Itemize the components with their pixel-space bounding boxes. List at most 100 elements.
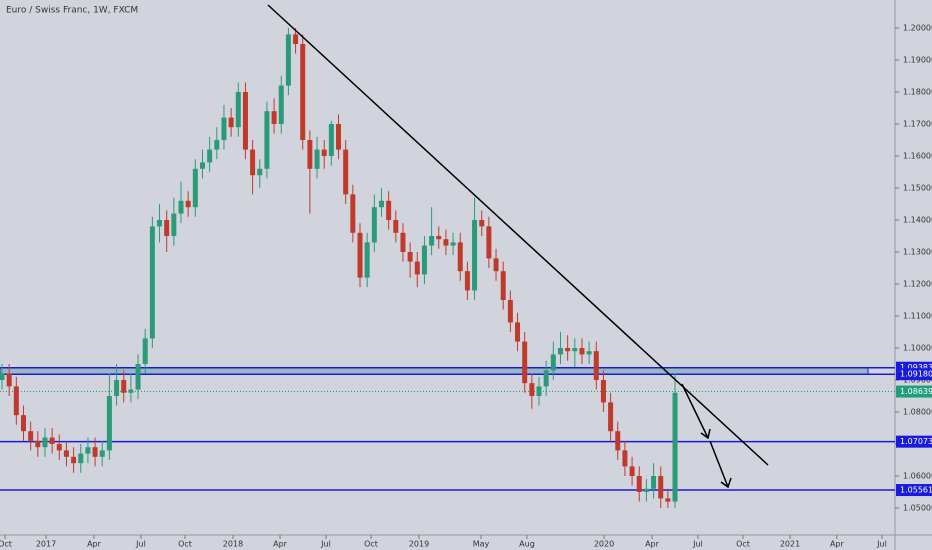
arrow-head — [700, 428, 711, 440]
y-tick-label: 1.06000 — [903, 471, 932, 480]
price-tag — [896, 484, 932, 497]
candle-body — [214, 139, 220, 150]
price-tag-label: 1.07073 — [900, 437, 932, 446]
candle-body — [307, 139, 313, 169]
x-tick-label: 2017 — [36, 540, 56, 549]
y-tick-label: 1.18000 — [903, 87, 932, 96]
candle-body — [185, 200, 191, 208]
price-tag — [896, 385, 932, 398]
candle-body — [314, 149, 320, 169]
y-tick-label: 1.20000 — [903, 23, 932, 32]
y-tick-label: 1.14000 — [903, 215, 932, 224]
candle-body — [651, 475, 657, 489]
x-tick-label: Jul — [876, 540, 887, 549]
candle-body — [157, 219, 163, 227]
zone — [0, 367, 869, 375]
candle-body — [28, 431, 34, 441]
candle-body — [429, 235, 435, 246]
plot — [0, 27, 895, 508]
candle-body — [550, 354, 556, 371]
x-tick-label: Apr — [645, 540, 660, 549]
candle-body — [78, 453, 84, 464]
x-tick-label: 2021 — [780, 540, 800, 549]
candle-body — [99, 450, 105, 457]
candle-body — [457, 242, 463, 272]
candle-body — [85, 447, 91, 454]
candle-body — [207, 149, 213, 163]
candle-body — [199, 162, 205, 169]
candle-body — [493, 258, 499, 272]
candle-body — [350, 194, 356, 233]
candle-body — [407, 251, 413, 262]
candle-body — [164, 219, 170, 236]
candle-body — [63, 450, 69, 457]
candle-body — [371, 207, 377, 243]
candle-body — [364, 242, 370, 278]
candle-body — [135, 363, 141, 390]
candle-body — [436, 235, 442, 240]
x-tick-label: Jul — [692, 540, 703, 549]
x-tick-label: Apr — [273, 540, 288, 549]
x-tick-label: Oct — [178, 540, 192, 549]
arrow — [681, 383, 709, 439]
candle-body — [242, 91, 248, 150]
candle-body — [71, 456, 77, 464]
candle-body — [336, 123, 342, 150]
candle-body — [572, 347, 578, 352]
x-tick-label: 2019 — [409, 540, 429, 549]
y-tick-label: 1.10000 — [903, 343, 932, 352]
arrow-head — [720, 477, 732, 489]
candle-body — [543, 370, 549, 387]
candle-body — [6, 373, 12, 387]
candle-body — [615, 431, 621, 451]
candle-body — [378, 200, 384, 208]
candle-body — [636, 475, 642, 492]
candle-body — [586, 351, 592, 355]
candle-body — [106, 395, 112, 451]
candle-body — [250, 149, 256, 176]
candle-body — [114, 379, 120, 396]
candle-body — [600, 379, 606, 403]
candle-body — [228, 117, 234, 128]
candle-body — [142, 338, 148, 364]
candle-body — [464, 271, 470, 291]
x-tick-label: Apr — [830, 540, 845, 549]
x-tick-label: Apr — [87, 540, 102, 549]
candle-body — [643, 488, 649, 492]
candle-body — [192, 168, 198, 208]
candle-body — [278, 85, 284, 124]
candle-body — [536, 386, 542, 396]
candle-body — [414, 261, 420, 275]
price-tag — [896, 368, 932, 381]
y-tick-label: 1.17000 — [903, 119, 932, 128]
y-tick-label: 1.16000 — [903, 151, 932, 160]
candle-body — [393, 219, 399, 233]
y-tick-label: 1.13000 — [903, 247, 932, 256]
candle-body — [235, 91, 241, 128]
candle-body — [171, 213, 177, 236]
candle-body — [400, 232, 406, 252]
candle-body — [92, 447, 98, 457]
candle-body — [321, 149, 327, 156]
y-tick-label: 1.11000 — [903, 311, 932, 320]
candle-body — [0, 373, 5, 380]
x-tick-label: Oct — [0, 540, 12, 549]
candle-body — [300, 43, 306, 140]
candle-body — [128, 389, 134, 393]
x-tick-label: 2020 — [594, 540, 614, 549]
candle-body — [20, 415, 26, 432]
candle-body — [121, 379, 127, 393]
y-tick-label: 1.12000 — [903, 279, 932, 288]
arrow — [709, 440, 729, 488]
candle-body — [35, 440, 41, 448]
drawings — [267, 4, 769, 489]
x-tick-label: 2018 — [223, 540, 243, 549]
candle-body — [500, 271, 506, 300]
chart-title: Euro / Swiss Franc, 1W, FXCM — [6, 6, 138, 16]
x-tick-label: Oct — [364, 540, 378, 549]
candle-body — [565, 347, 571, 352]
candle-body — [529, 383, 535, 396]
candle-body — [49, 437, 55, 444]
candle-body — [579, 347, 585, 355]
candle-body — [221, 117, 227, 140]
